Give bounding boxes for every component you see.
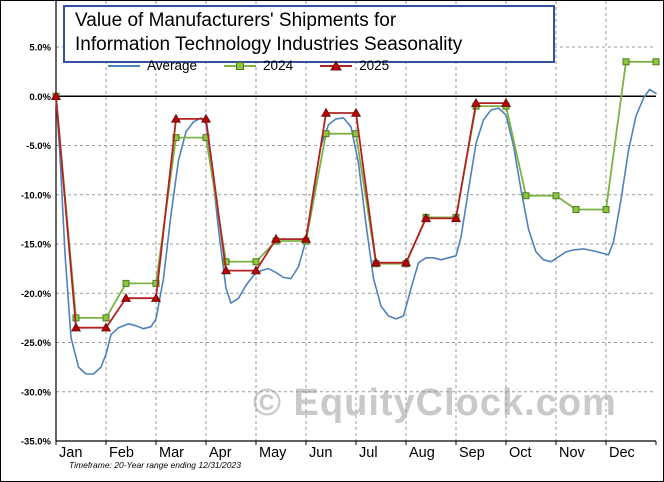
svg-text:Jul: Jul [359, 445, 378, 461]
svg-text:-20.0%: -20.0% [21, 289, 52, 300]
series-2025-swatch-icon [320, 60, 353, 70]
chart-title-box: Value of Manufacturers' Shipments for In… [63, 5, 555, 63]
svg-text:Apr: Apr [209, 445, 232, 461]
svg-text:Oct: Oct [509, 445, 532, 461]
svg-text:5.0%: 5.0% [29, 43, 51, 54]
svg-text:Jun: Jun [309, 445, 332, 461]
svg-text:May: May [259, 445, 287, 461]
svg-text:Nov: Nov [559, 445, 586, 461]
svg-text:Dec: Dec [609, 445, 635, 461]
legend-label-2025: 2025 [359, 58, 390, 73]
legend-label-average: Average [147, 58, 198, 73]
svg-text:Jan: Jan [59, 445, 82, 461]
svg-text:Mar: Mar [159, 445, 184, 461]
svg-text:-5.0%: -5.0% [26, 141, 51, 152]
svg-text:Feb: Feb [109, 445, 134, 461]
legend-label-2024: 2024 [263, 58, 294, 73]
svg-text:Aug: Aug [409, 445, 435, 461]
timeframe-note: Timeframe: 20-Year range ending 12/31/20… [69, 460, 241, 470]
chart-title-line2: Information Technology Industries Season… [75, 34, 463, 55]
svg-text:-30.0%: -30.0% [21, 387, 52, 398]
chart-legend: Average 2024 2025 [107, 58, 389, 73]
watermark-text: © EquityClock.com [253, 382, 617, 424]
svg-text:-35.0%: -35.0% [21, 437, 52, 448]
average-line-swatch-icon [108, 64, 140, 67]
legend-item-2024: 2024 [223, 58, 293, 73]
legend-item-2025: 2025 [319, 58, 389, 73]
svg-text:0.0%: 0.0% [29, 92, 51, 103]
equityclock-watermark: © EquityClock.com [253, 382, 617, 425]
legend-item-average: Average [107, 58, 197, 73]
series-2024-swatch-icon [224, 61, 257, 70]
svg-text:Sep: Sep [459, 445, 485, 461]
svg-text:-15.0%: -15.0% [21, 240, 52, 251]
svg-text:-25.0%: -25.0% [21, 338, 52, 349]
svg-text:-10.0%: -10.0% [21, 190, 52, 201]
chart-title-line1: Value of Manufacturers' Shipments for [75, 10, 397, 31]
